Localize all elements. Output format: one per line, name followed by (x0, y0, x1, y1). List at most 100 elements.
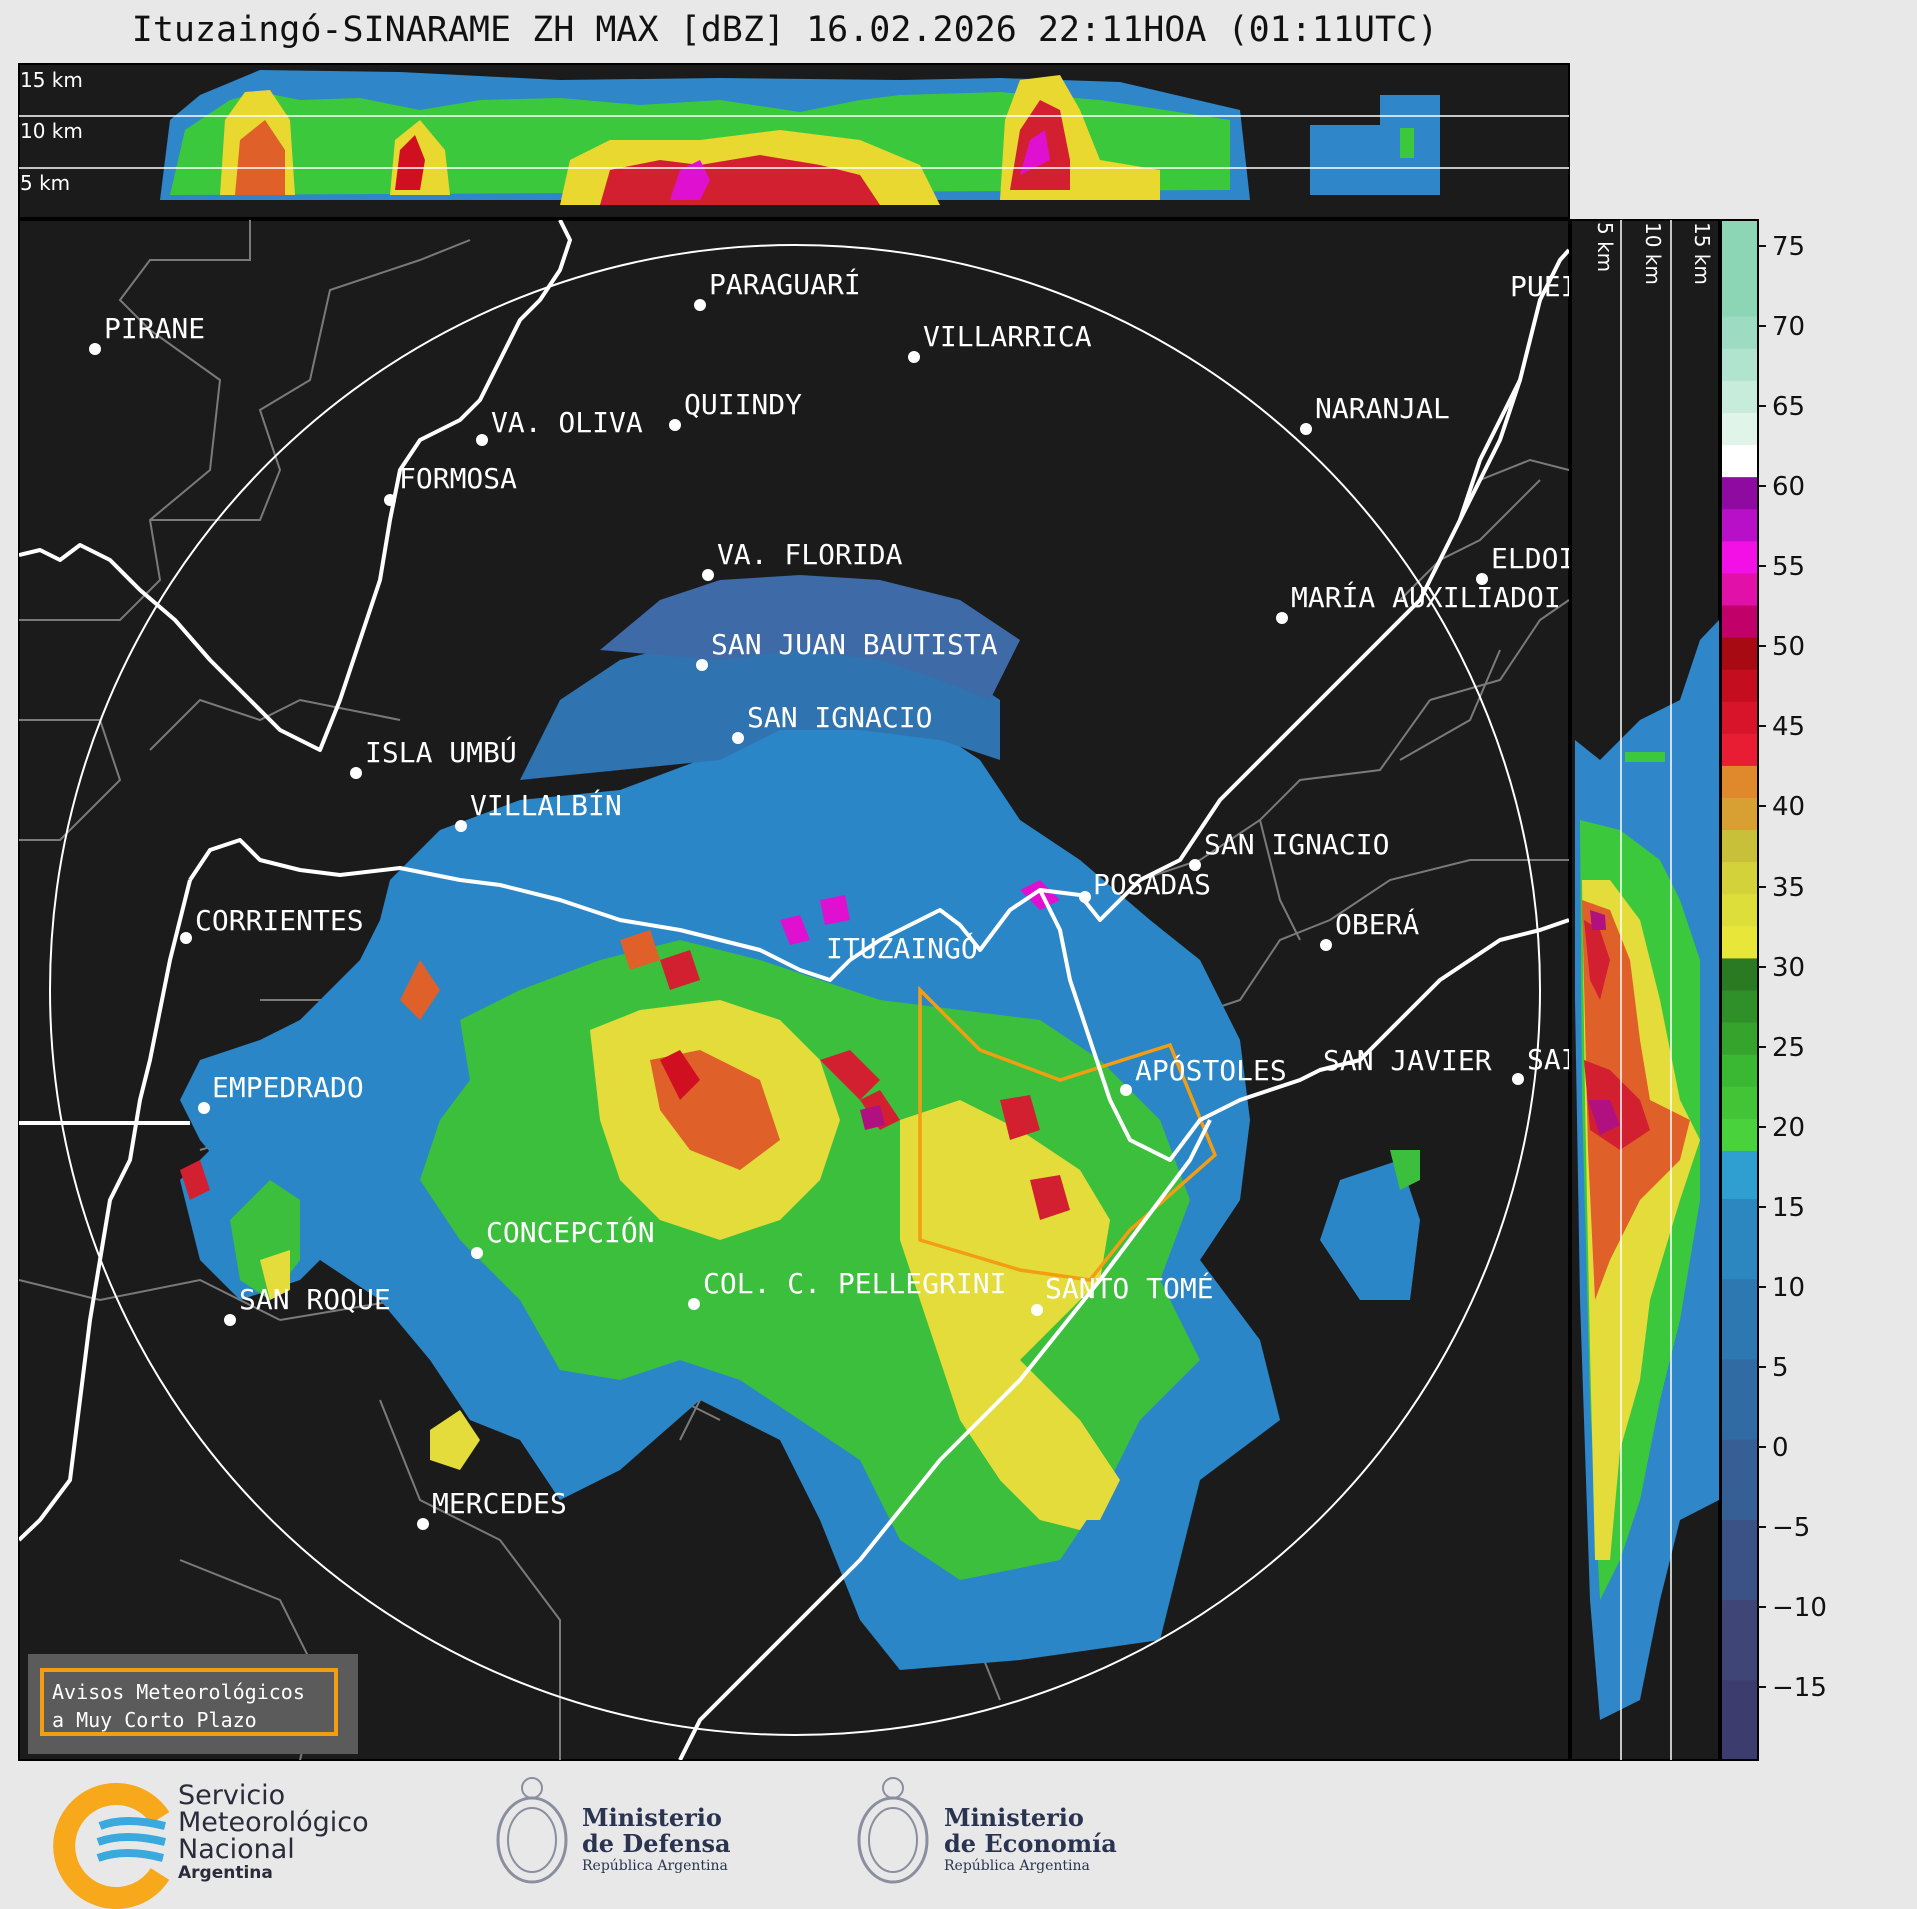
colorbar-tick-label: 15 (1772, 1193, 1805, 1223)
colorbar-segment (1721, 1054, 1758, 1087)
defensa-line3: República Argentina (582, 1858, 728, 1874)
city-label: SAN JAVIER (1323, 1044, 1492, 1077)
colorbar-tick: 25 (1758, 1033, 1805, 1063)
colorbar-tick-label: 0 (1772, 1433, 1789, 1463)
city-label: PARAGUARÍ (709, 267, 861, 301)
smn-logo-text: Servicio Meteorológico Nacional Argentin… (178, 1782, 369, 1883)
economia-line1: Ministerio (944, 1803, 1084, 1832)
colorbar-tick-label: 20 (1772, 1113, 1805, 1143)
colorbar-tick: 40 (1758, 792, 1805, 822)
colorbar-segment (1721, 1022, 1758, 1055)
warning-polygon (918, 985, 1218, 1282)
city-label: NARANJAL (1315, 392, 1450, 425)
colorbar-tick: 15 (1758, 1193, 1805, 1223)
colorbar-tick-label: 40 (1772, 792, 1805, 822)
colorbar-segment (1721, 380, 1758, 413)
top-profile-label-15km: 15 km (20, 68, 83, 92)
colorbar-tick: 0 (1758, 1433, 1789, 1463)
colorbar-segment (1721, 348, 1758, 381)
city-label: POSADAS (1093, 868, 1211, 901)
city-label: VILLALBÍN (470, 788, 622, 822)
city-label: SANTO TOMÉ (1045, 1271, 1214, 1305)
colorbar-segment (1721, 1519, 1758, 1601)
colorbar-tick: 65 (1758, 392, 1805, 422)
colorbar-tick: 35 (1758, 873, 1805, 903)
colorbar-tick-label: 35 (1772, 873, 1805, 903)
colorbar-segment (1721, 957, 1758, 991)
defensa-seal (496, 1777, 568, 1884)
colorbar-tick-label: −15 (1772, 1673, 1827, 1703)
colorbar-tick: 5 (1758, 1353, 1789, 1383)
smn-line3: Nacional (178, 1834, 295, 1865)
colorbar-segment (1721, 925, 1758, 959)
economia-line3: República Argentina (944, 1858, 1090, 1874)
colorbar-segment (1721, 1086, 1758, 1119)
warning-legend-line2: a Muy Corto Plazo (52, 1708, 257, 1732)
top-profile-panel: 15 km 10 km 5 km (18, 63, 1570, 219)
economia-seal (857, 1777, 929, 1884)
radar-map-panel: PIRANE PARAGUARÍ VILLARRICA QUIINDY VA. … (18, 219, 1577, 1761)
colorbar-tick-label: 45 (1772, 712, 1805, 742)
top-profile-label-10km: 10 km (20, 119, 83, 143)
city-label: PUEI (1510, 270, 1577, 303)
city-label: VA. FLORIDA (717, 538, 903, 571)
smn-line4: Argentina (178, 1863, 273, 1883)
warning-legend: Avisos Meteorológicos a Muy Corto Plazo (40, 1668, 338, 1736)
side-profile-label-10km: 10 km (1641, 222, 1665, 285)
city-label: CONCEPCIÓN (486, 1215, 655, 1249)
warning-legend-line1: Avisos Meteorológicos (52, 1680, 305, 1704)
side-profile-label-5km: 5 km (1593, 222, 1617, 272)
colorbar-segment (1721, 637, 1758, 670)
smn-line2: Meteorológico (178, 1807, 369, 1838)
colorbar-segment (1721, 540, 1758, 574)
city-label: SAN IGNACIO (1204, 828, 1389, 861)
colorbar-tick: −10 (1758, 1593, 1827, 1623)
colorbar-tick-label: 70 (1772, 312, 1805, 342)
colorbar-segment (1721, 1278, 1758, 1360)
smn-line1: Servicio (178, 1780, 286, 1811)
city-label: SAN JUAN BAUTISTA (711, 628, 998, 661)
city-label: CORRIENTES (195, 904, 364, 937)
top-profile-label-5km: 5 km (20, 171, 70, 195)
colorbar-segment (1721, 765, 1758, 798)
city-label: ELDOI (1491, 542, 1575, 575)
smn-logo (53, 1783, 170, 1909)
side-profile-echoes (1575, 620, 1719, 1720)
colorbar-segment (1721, 829, 1758, 863)
economia-logo-text: Ministerio de Economía República Argenti… (944, 1805, 1117, 1875)
rivers-borders (19, 220, 1569, 1760)
colorbar-tick: 20 (1758, 1113, 1805, 1143)
colorbar-segment (1721, 990, 1758, 1023)
colorbar-tick-label: 25 (1772, 1033, 1805, 1063)
colorbar-tick: 60 (1758, 472, 1805, 502)
colorbar-segment (1721, 1599, 1758, 1681)
colorbar-segment (1721, 412, 1758, 446)
colorbar-tick-label: 55 (1772, 552, 1805, 582)
colorbar-tick: −5 (1758, 1513, 1810, 1543)
colorbar-tick-label: 30 (1772, 953, 1805, 983)
defensa-logo-text: Ministerio de Defensa República Argentin… (582, 1805, 731, 1875)
city-label: ITUZAINGÓ (826, 931, 978, 965)
colorbar-segment (1721, 1150, 1758, 1200)
colorbar-tick-label: 5 (1772, 1353, 1789, 1383)
colorbar: 75 70 65 60 55 50 45 40 35 30 25 20 15 1… (1720, 219, 1827, 1761)
colorbar-tick-label: −5 (1772, 1513, 1810, 1543)
city-label: FORMOSA (399, 462, 517, 495)
colorbar-segment (1721, 444, 1758, 478)
colorbar-tick: 30 (1758, 953, 1805, 983)
colorbar-tick-label: −10 (1772, 1593, 1827, 1623)
side-profile-panel: 5 km 10 km 15 km (1570, 219, 1720, 1761)
colorbar-tick: 55 (1758, 552, 1805, 582)
colorbar-tick-label: 60 (1772, 472, 1805, 502)
city-label: EMPEDRADO (212, 1071, 364, 1104)
colorbar-segment (1721, 733, 1758, 766)
defensa-line2: de Defensa (582, 1829, 731, 1858)
defensa-line1: Ministerio (582, 1803, 722, 1832)
city-labels: PIRANE PARAGUARÍ VILLARRICA QUIINDY VA. … (89, 267, 1577, 1530)
economia-line2: de Economía (944, 1829, 1117, 1858)
city-label: SAN IGNACIO (747, 701, 932, 734)
colorbar-tick-label: 65 (1772, 392, 1805, 422)
colorbar-segment (1721, 1439, 1758, 1520)
colorbar-tick: 45 (1758, 712, 1805, 742)
